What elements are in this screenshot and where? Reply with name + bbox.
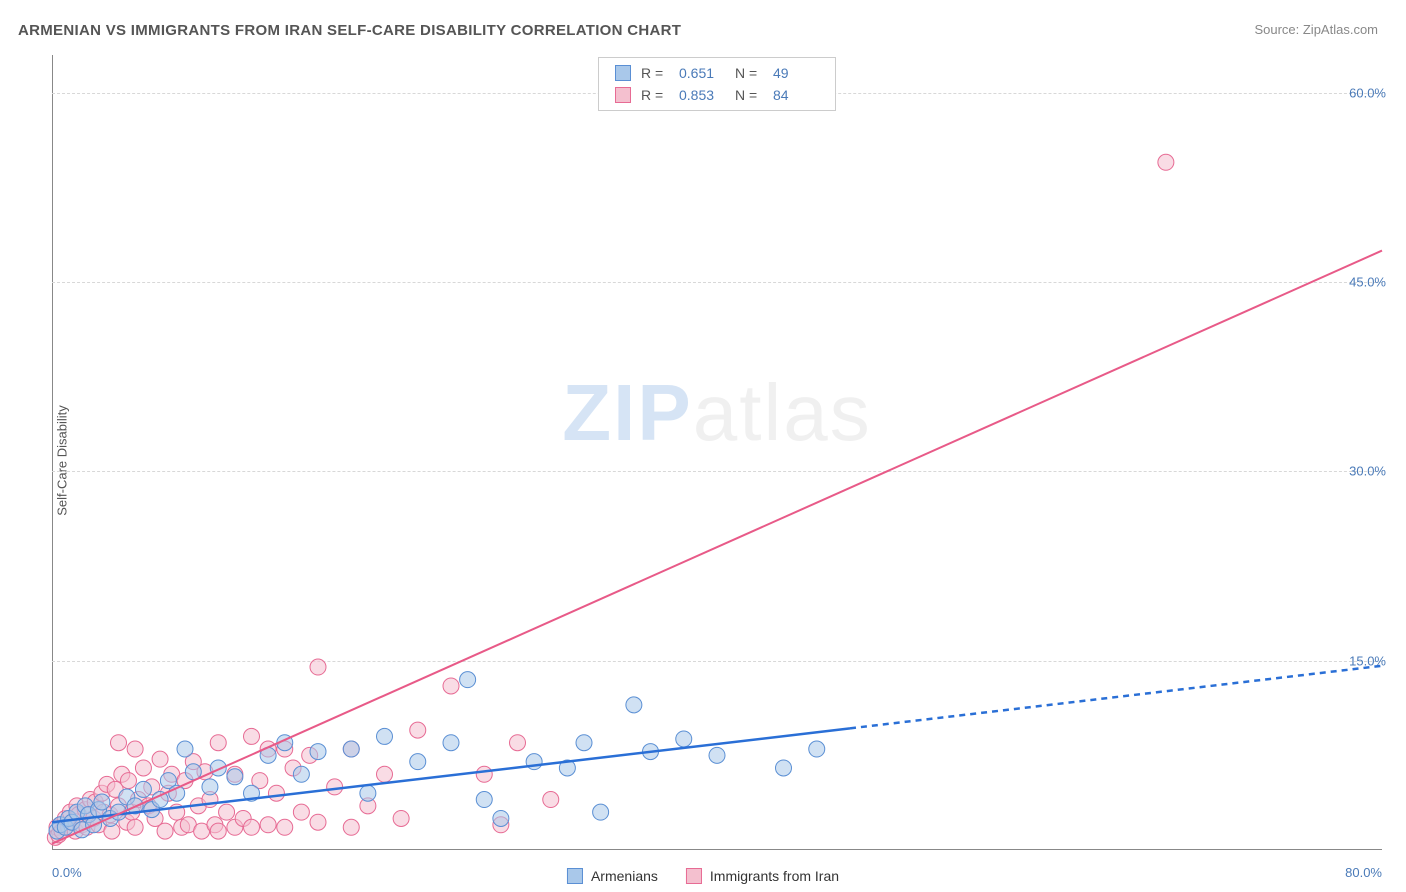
scatter-point: [244, 728, 260, 744]
scatter-point: [293, 766, 309, 782]
scatter-point: [310, 814, 326, 830]
scatter-point: [393, 810, 409, 826]
legend-label-armenian: Armenians: [591, 868, 658, 884]
scatter-point: [260, 817, 276, 833]
swatch-armenian: [615, 65, 631, 81]
r-value-armenian: 0.651: [679, 65, 725, 81]
scatter-point: [327, 779, 343, 795]
scatter-point: [111, 735, 127, 751]
scatter-point: [310, 744, 326, 760]
scatter-plot-svg: [52, 55, 1382, 850]
scatter-point: [244, 819, 260, 835]
scatter-point: [268, 785, 284, 801]
r-label: R =: [641, 87, 669, 103]
legend-stats-row-iran: R = 0.853 N = 84: [599, 84, 835, 106]
chart-title: ARMENIAN VS IMMIGRANTS FROM IRAN SELF-CA…: [18, 22, 681, 39]
scatter-point: [210, 735, 226, 751]
scatter-point: [443, 735, 459, 751]
scatter-point: [210, 823, 226, 839]
swatch-iran: [615, 87, 631, 103]
scatter-point: [277, 819, 293, 835]
swatch-iran-icon: [686, 868, 702, 884]
scatter-point: [776, 760, 792, 776]
swatch-armenian-icon: [567, 868, 583, 884]
scatter-point: [293, 804, 309, 820]
x-tick-80: 80.0%: [1345, 865, 1382, 880]
scatter-point: [310, 659, 326, 675]
scatter-point: [157, 823, 173, 839]
n-label: N =: [735, 65, 763, 81]
n-value-iran: 84: [773, 87, 819, 103]
scatter-point: [377, 766, 393, 782]
scatter-point: [460, 672, 476, 688]
scatter-point: [127, 741, 143, 757]
scatter-point: [127, 819, 143, 835]
regression-line-dashed: [850, 666, 1382, 729]
legend-label-iran: Immigrants from Iran: [710, 868, 839, 884]
r-value-iran: 0.853: [679, 87, 725, 103]
scatter-point: [135, 781, 151, 797]
scatter-point: [360, 785, 376, 801]
x-tick-0: 0.0%: [52, 865, 82, 880]
legend-stats-row-armenian: R = 0.651 N = 49: [599, 62, 835, 84]
scatter-point: [476, 766, 492, 782]
scatter-point: [152, 751, 168, 767]
scatter-point: [493, 810, 509, 826]
scatter-point: [219, 804, 235, 820]
chart-area: Self-Care Disability ZIPatlas 15.0%30.0%…: [52, 55, 1382, 850]
legend-item-iran: Immigrants from Iran: [686, 868, 839, 884]
scatter-point: [476, 792, 492, 808]
scatter-point: [1158, 154, 1174, 170]
scatter-point: [709, 747, 725, 763]
scatter-point: [94, 794, 110, 810]
scatter-point: [676, 731, 692, 747]
legend-stats: R = 0.651 N = 49 R = 0.853 N = 84: [598, 57, 836, 111]
scatter-point: [809, 741, 825, 757]
scatter-point: [543, 792, 559, 808]
scatter-point: [227, 769, 243, 785]
scatter-point: [443, 678, 459, 694]
scatter-point: [510, 735, 526, 751]
n-label: N =: [735, 87, 763, 103]
scatter-point: [410, 722, 426, 738]
scatter-point: [343, 819, 359, 835]
source-attribution: Source: ZipAtlas.com: [1254, 22, 1378, 37]
r-label: R =: [641, 65, 669, 81]
scatter-point: [202, 779, 218, 795]
scatter-point: [410, 754, 426, 770]
scatter-point: [177, 741, 193, 757]
scatter-point: [377, 728, 393, 744]
scatter-point: [593, 804, 609, 820]
n-value-armenian: 49: [773, 65, 819, 81]
legend-item-armenian: Armenians: [567, 868, 658, 884]
scatter-point: [576, 735, 592, 751]
scatter-point: [120, 773, 136, 789]
legend-series: Armenians Immigrants from Iran: [567, 868, 839, 884]
scatter-point: [343, 741, 359, 757]
scatter-point: [135, 760, 151, 776]
scatter-point: [626, 697, 642, 713]
